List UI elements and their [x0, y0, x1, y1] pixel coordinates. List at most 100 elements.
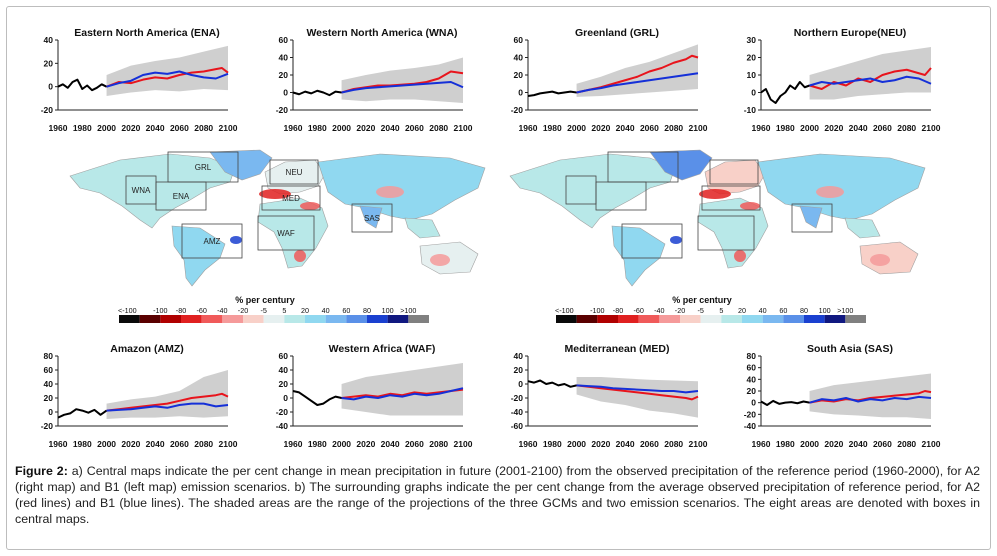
legend-swatch: [284, 315, 305, 323]
y-tick-label: 0: [283, 88, 288, 98]
legend-tick-label: 100: [819, 306, 831, 315]
legend-tick-label: -20: [238, 306, 248, 315]
y-tick-label: -40: [511, 407, 524, 417]
y-tick-label: 0: [283, 393, 288, 403]
y-tick-label: 20: [44, 58, 54, 68]
chart-title: Western North America (WNA): [306, 27, 457, 39]
region-label: MED: [282, 194, 300, 203]
x-tick-label: 2020: [356, 439, 375, 449]
x-tick-label: 2000: [97, 439, 116, 449]
y-tick-label: 40: [514, 53, 524, 63]
x-tick-label: 1960: [752, 123, 771, 133]
projection-range: [809, 47, 931, 100]
y-tick-label: 0: [751, 88, 756, 98]
precipitation-patch: [699, 189, 731, 199]
legend-swatch: [576, 315, 598, 323]
legend-swatch: [824, 315, 846, 323]
legend-tick-label: 5: [719, 306, 723, 315]
y-tick-label: 30: [747, 35, 757, 45]
x-tick-label: 2060: [405, 439, 424, 449]
landmass-europe: [264, 159, 326, 195]
x-tick-label: 2080: [664, 439, 683, 449]
legend-swatch: [367, 315, 388, 323]
legend-tick-label: 40: [322, 306, 330, 315]
x-tick-label: 2100: [689, 439, 708, 449]
legend-a2: % per century <-100 -100 -80 -60 -40 -20 -5 5 20 4…: [552, 294, 882, 329]
series-line-observed: [57, 78, 108, 92]
y-tick-label: -20: [276, 407, 289, 417]
precipitation-patch: [259, 189, 291, 199]
y-tick-label: -40: [276, 421, 289, 431]
region-label: WAF: [277, 229, 295, 238]
x-tick-label: 1980: [308, 123, 327, 133]
precipitation-patch: [376, 186, 404, 198]
x-tick-label: 2040: [381, 123, 400, 133]
legend-tick-label: -100: [590, 306, 604, 315]
x-tick-label: 2060: [640, 439, 659, 449]
legend-swatch: [139, 315, 161, 323]
region-box-amz: [181, 223, 243, 259]
x-tick-label: 1960: [284, 123, 303, 133]
chart-svg: Northern Europe(NEU) 30 20 10 0 -10 1960 1980 20…: [744, 27, 941, 133]
x-tick-label: 2080: [194, 439, 213, 449]
x-tick-label: 2000: [800, 123, 819, 133]
legend-swatch: [346, 315, 367, 323]
x-tick-label: 2020: [121, 123, 140, 133]
x-tick-label: 2040: [146, 439, 165, 449]
y-tick-label: -10: [744, 105, 757, 115]
x-tick-label: 1960: [49, 123, 68, 133]
legend-svg: % per century <-100 -100 -80 -60 -40 -20 -5 5 20 4…: [555, 295, 866, 323]
region-label: WNA: [132, 186, 151, 195]
legend-tick-label: -5: [697, 306, 703, 315]
landmass-asia: [317, 153, 486, 221]
legend-swatch: [222, 315, 243, 323]
legend-swatch: [804, 315, 825, 323]
legend-tick-label: >100: [400, 306, 416, 315]
x-tick-label: 2020: [824, 439, 843, 449]
legend-swatch: [263, 315, 285, 323]
y-tick-label: 40: [279, 365, 289, 375]
x-tick-label: 2100: [454, 439, 473, 449]
y-tick-label: -40: [744, 421, 757, 431]
series-line-b1: [576, 72, 699, 94]
chart-title: Western Africa (WAF): [329, 343, 436, 355]
precipitation-patch: [816, 186, 844, 198]
region-box-med: [261, 185, 321, 211]
legend-swatch: [305, 315, 326, 323]
x-tick-label: 2020: [591, 439, 610, 449]
legend-swatch: [243, 315, 264, 323]
region-box-sas: [791, 203, 833, 233]
chart-svg: Western North America (WNA) 60 40 20 0 -20 196…: [276, 27, 473, 133]
series-line-b1: [341, 81, 464, 94]
y-tick-label: 40: [44, 379, 54, 389]
region-box-waf: [257, 215, 315, 251]
series-line-observed: [292, 89, 342, 97]
legend-tick-label: -80: [613, 306, 623, 315]
x-tick-label: 2060: [405, 123, 424, 133]
x-tick-label: 2080: [429, 123, 448, 133]
y-tick-label: 60: [279, 351, 289, 361]
world-map-svg: GRL NEU WNA ENA MED WAF AMZ SAS: [69, 149, 486, 287]
x-tick-label: 2040: [849, 439, 868, 449]
x-tick-label: 2100: [689, 123, 708, 133]
chart-waf: Western Africa (WAF) 60 40 20 0 -20 -40 1960 198…: [265, 342, 490, 459]
projection-range: [341, 57, 463, 103]
legend-tick-label: -60: [196, 306, 206, 315]
precipitation-patch: [740, 202, 760, 210]
chart-ena: Eastern North America (ENA) 40 20 0 -20 1960 1…: [30, 26, 255, 143]
legend-tick-label: 80: [363, 306, 371, 315]
x-tick-label: 2080: [194, 123, 213, 133]
chart-wna: Western North America (WNA) 60 40 20 0 -20 196…: [265, 26, 490, 143]
series-line-a2: [809, 390, 932, 404]
legend-swatch: [783, 315, 804, 323]
landmass-north-america: [69, 153, 236, 229]
region-box-sas: [351, 203, 393, 233]
y-tick-label: 0: [48, 82, 53, 92]
legend-tick-label: 60: [779, 306, 787, 315]
landmass-europe: [704, 159, 766, 195]
legend-tick-label: -40: [217, 306, 227, 315]
legend-tick-label: -40: [654, 306, 664, 315]
x-tick-label: 2040: [616, 123, 635, 133]
legend-tick-label: <-100: [118, 306, 137, 315]
legend-tick-label: -5: [260, 306, 266, 315]
